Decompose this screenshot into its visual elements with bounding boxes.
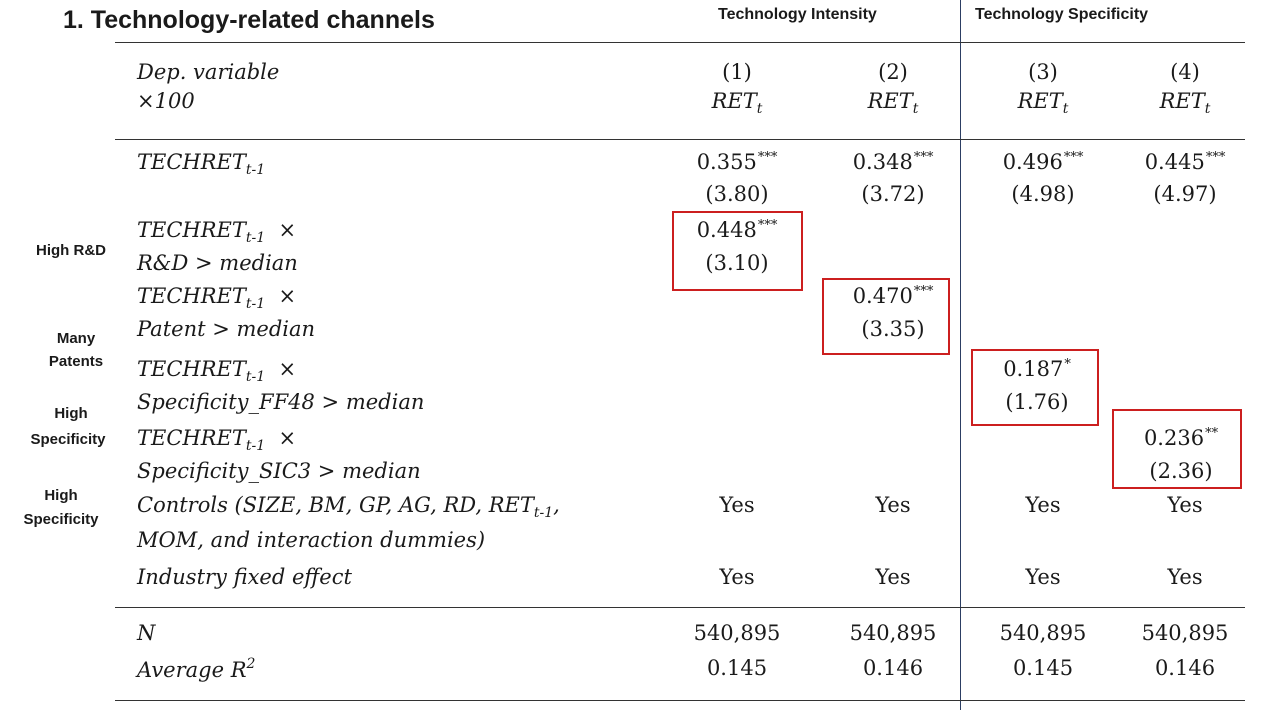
col-dep-4: RETt <box>1159 89 1211 117</box>
col-header-3: (3) <box>1028 60 1058 84</box>
header-rule <box>115 139 1245 140</box>
industry-4: Yes <box>1167 565 1203 589</box>
n-2: 540,895 <box>849 621 937 645</box>
row-label-sic3-techret: TECHRETt-1 × <box>137 426 297 454</box>
group-divider <box>960 0 961 710</box>
rd-coef: 0.448*** <box>696 218 778 242</box>
techret-t-1: (3.80) <box>705 182 769 206</box>
r2-2: 0.146 <box>862 656 924 680</box>
techret-coef-2: 0.348*** <box>852 150 934 174</box>
row-label-rd-techret: TECHRETt-1 × <box>137 218 297 246</box>
n-4: 540,895 <box>1141 621 1229 645</box>
rd-t: (3.10) <box>705 251 769 275</box>
sic3-coef: 0.236** <box>1143 426 1219 450</box>
side-label-high-rd: High R&D <box>36 242 106 259</box>
ff48-coef: 0.187* <box>1003 357 1071 381</box>
row-label-controls-cont: MOM, and interaction dummies) <box>137 528 486 552</box>
row-label-industry: Industry fixed effect <box>137 565 352 589</box>
row-label-ff48-techret: TECHRETt-1 × <box>137 357 297 385</box>
controls-4: Yes <box>1167 493 1203 517</box>
row-label-sic3: Specificity_SIC3 > median <box>137 459 421 483</box>
techret-t-2: (3.72) <box>861 182 925 206</box>
controls-1: Yes <box>719 493 755 517</box>
highlight-box-ff48 <box>971 349 1099 426</box>
col-dep-3: RETt <box>1017 89 1069 117</box>
industry-1: Yes <box>719 565 755 589</box>
row-label-controls: Controls (SIZE, BM, GP, AG, RD, RETt-1, <box>137 493 560 521</box>
techret-coef-1: 0.355*** <box>696 150 778 174</box>
highlight-box-rd <box>672 211 803 291</box>
industry-3: Yes <box>1025 565 1061 589</box>
techret-coef-4: 0.445*** <box>1144 150 1226 174</box>
r2-4: 0.146 <box>1154 656 1216 680</box>
side-label-many-patents-line1: Many <box>56 330 96 347</box>
side-label-high-specificity-2-line1: High <box>44 487 78 504</box>
controls-2: Yes <box>875 493 911 517</box>
page-title: 1. Technology-related channels <box>63 6 435 34</box>
col-header-1: (1) <box>722 60 752 84</box>
row-label-patent-techret: TECHRETt-1 × <box>137 284 297 312</box>
side-label-high-specificity-1-line1: High <box>54 405 88 422</box>
body-rule <box>115 607 1245 608</box>
r2-3: 0.145 <box>1012 656 1074 680</box>
row-label-ff48: Specificity_FF48 > median <box>137 390 425 414</box>
n-3: 540,895 <box>999 621 1087 645</box>
highlight-box-sic3 <box>1112 409 1242 489</box>
col-dep-1: RETt <box>711 89 763 117</box>
group-header-specificity: Technology Specificity <box>975 6 1149 23</box>
bottom-rule <box>115 700 1245 701</box>
techret-t-3: (4.98) <box>1011 182 1075 206</box>
ff48-t: (1.76) <box>1005 390 1069 414</box>
col-header-4: (4) <box>1170 60 1200 84</box>
row-label-patent: Patent > median <box>137 317 316 341</box>
side-label-high-specificity-1-line2: Specificity <box>30 431 106 448</box>
techret-t-4: (4.97) <box>1153 182 1217 206</box>
side-label-many-patents-line2: Patents <box>48 353 104 370</box>
techret-coef-3: 0.496*** <box>1002 150 1084 174</box>
col-header-2: (2) <box>878 60 908 84</box>
patent-t: (3.35) <box>861 317 925 341</box>
r2-1: 0.145 <box>706 656 768 680</box>
col-dep-2: RETt <box>867 89 919 117</box>
dep-variable-label: Dep. variable <box>137 60 280 84</box>
top-rule <box>115 42 1245 43</box>
industry-2: Yes <box>875 565 911 589</box>
n-1: 540,895 <box>693 621 781 645</box>
row-label-rd: R&D > median <box>137 251 298 275</box>
side-label-high-specificity-2-line2: Specificity <box>23 511 99 528</box>
dep-scale-label: ×100 <box>137 89 195 113</box>
highlight-box-patent <box>822 278 950 355</box>
controls-3: Yes <box>1025 493 1061 517</box>
sic3-t: (2.36) <box>1149 459 1213 483</box>
row-label-r2: Average R2 <box>137 656 256 682</box>
group-header-intensity: Technology Intensity <box>718 6 877 23</box>
row-label-n: N <box>137 621 156 645</box>
row-label-techret: TECHRETt-1 <box>137 150 266 178</box>
patent-coef: 0.470*** <box>852 284 934 308</box>
